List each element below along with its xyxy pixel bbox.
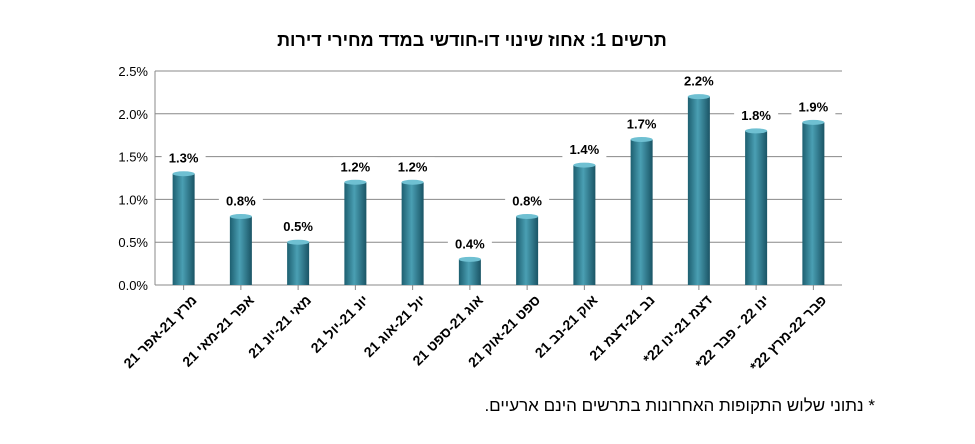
data-label-bg	[734, 105, 779, 124]
data-label: 1.2%	[398, 159, 428, 174]
bar	[687, 96, 710, 286]
data-label: 1.9%	[799, 99, 829, 114]
bar	[229, 216, 252, 285]
bar-top	[745, 128, 768, 134]
bar-top	[401, 179, 424, 185]
data-label-bg	[161, 148, 206, 167]
bar-top	[630, 136, 653, 142]
bar	[172, 173, 195, 285]
bar	[573, 165, 596, 285]
data-label-bg	[333, 157, 378, 176]
data-label-bg	[676, 71, 721, 90]
data-label: 1.7%	[627, 116, 657, 131]
data-label-bg	[791, 97, 836, 116]
data-label: 1.4%	[570, 142, 600, 157]
bar	[287, 242, 310, 285]
y-tick-label: 0.5%	[118, 235, 148, 250]
bar-top	[229, 214, 252, 220]
data-label: 2.2%	[684, 74, 714, 89]
data-label: 1.8%	[741, 108, 771, 123]
bar-top	[573, 162, 596, 168]
y-tick-label: 2.5%	[118, 64, 148, 79]
bar	[516, 216, 539, 285]
data-label-bg	[447, 234, 492, 253]
bar	[630, 139, 653, 285]
bar	[344, 182, 367, 285]
bar-top	[344, 179, 367, 185]
bar	[458, 259, 481, 285]
bar	[745, 130, 768, 285]
data-label: 0.8%	[226, 194, 256, 209]
data-label-bg	[390, 157, 435, 176]
data-label-bg	[218, 191, 263, 210]
data-label: 1.2%	[341, 159, 371, 174]
bar-top	[458, 256, 481, 262]
data-label: 1.3%	[169, 151, 199, 166]
data-label: 0.8%	[512, 194, 542, 209]
y-tick-label: 0.0%	[118, 278, 148, 293]
y-tick-label: 2.0%	[118, 107, 148, 122]
bar-top	[802, 119, 825, 125]
bar	[802, 122, 825, 285]
y-tick-label: 1.0%	[118, 192, 148, 207]
bar-top	[172, 171, 195, 177]
y-tick-label: 1.5%	[118, 150, 148, 165]
data-label: 0.4%	[455, 236, 485, 251]
data-label-bg	[505, 191, 550, 210]
data-label-bg	[276, 217, 321, 236]
bar-top	[516, 214, 539, 220]
footnote: * נתוני שלוש התקופות האחרונות בתרשים הינ…	[484, 396, 875, 415]
data-label: 0.5%	[283, 219, 313, 234]
data-label-bg	[562, 140, 607, 159]
data-label-bg	[619, 114, 664, 133]
chart-title: תרשים 1: אחוז שינוי דו-חודשי במדד מחירי …	[277, 30, 667, 50]
bar	[401, 182, 424, 285]
bar-top	[287, 239, 310, 245]
bar-top	[687, 94, 710, 100]
